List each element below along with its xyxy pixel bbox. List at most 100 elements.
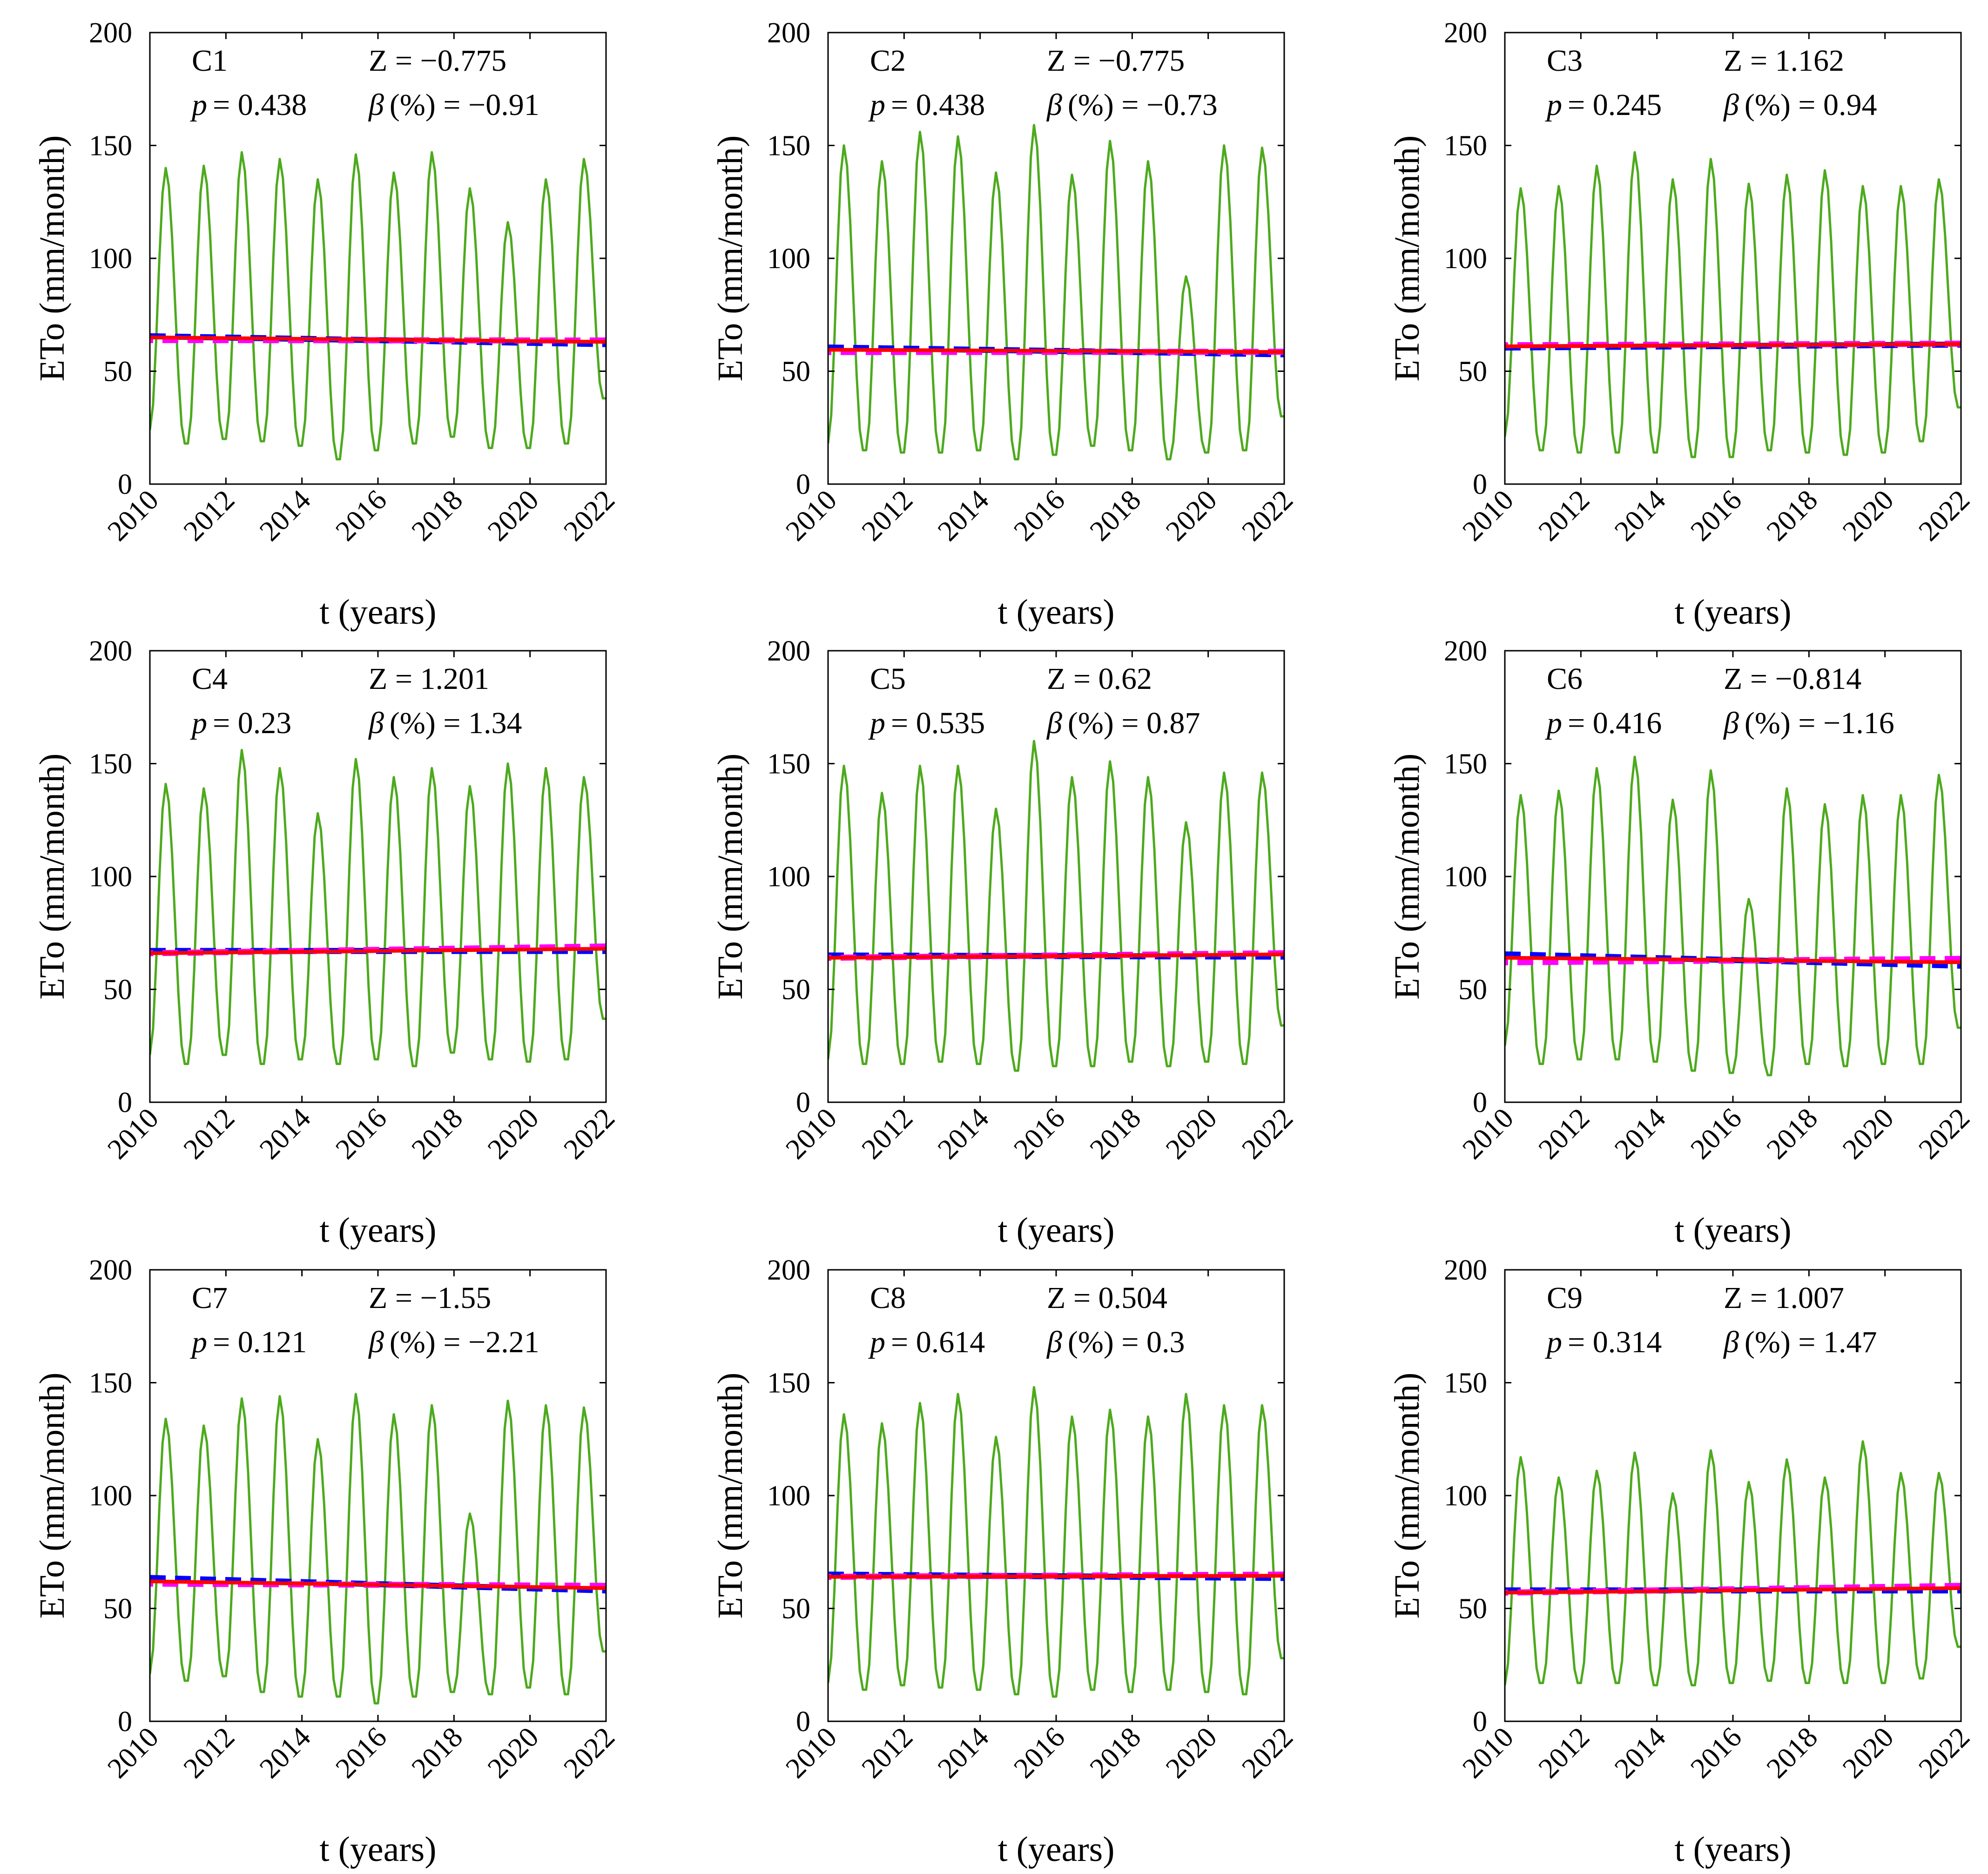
x-axis-label: t (years) <box>319 1211 436 1250</box>
y-tick-label: 150 <box>89 130 132 162</box>
y-tick-label: 50 <box>782 356 810 388</box>
x-tick-label: 2016 <box>1685 1102 1748 1166</box>
x-tick-label: 2020 <box>1837 1102 1900 1166</box>
y-tick-label: 200 <box>767 1254 810 1286</box>
y-tick-label: 200 <box>89 635 132 667</box>
series-group <box>1505 755 1961 1077</box>
y-tick-label: 150 <box>767 748 810 780</box>
y-tick-label: 150 <box>89 1368 132 1399</box>
y-tick-label: 50 <box>103 974 132 1006</box>
y-tick-label: 100 <box>767 861 810 893</box>
x-tick-label: 2012 <box>177 484 241 547</box>
series-group <box>150 151 606 461</box>
x-tick-label: 2016 <box>330 1721 393 1785</box>
trend-line <box>828 348 1284 354</box>
x-tick-label: 2018 <box>1084 1721 1147 1785</box>
chart-panel-c8: 0 50 100 150 200 2010 2012 2014 2016 2018 2020 2022… <box>711 1254 1299 1869</box>
beta-value: β (%) = −2.21 <box>368 1325 539 1359</box>
y-tick-label: 150 <box>1444 748 1487 780</box>
x-tick-label: 2020 <box>1837 484 1900 547</box>
z-statistic: Z = 0.62 <box>1047 662 1152 696</box>
x-tick-label: 2010 <box>780 1721 843 1785</box>
y-axis-label: ETo (mm/month) <box>711 135 750 382</box>
x-tick-label: 2010 <box>101 484 165 547</box>
z-statistic: Z = 0.504 <box>1047 1281 1167 1315</box>
z-statistic: Z = −0.775 <box>1047 44 1185 78</box>
x-tick-label: 2018 <box>405 1102 469 1166</box>
x-tick-label: 2020 <box>482 484 545 547</box>
x-tick-label: 2010 <box>1456 1721 1520 1785</box>
x-tick-label: 2010 <box>1456 484 1520 547</box>
x-axis-label: t (years) <box>997 1830 1114 1869</box>
y-tick-label: 0 <box>118 1087 132 1119</box>
panel-label: C9 <box>1547 1281 1583 1315</box>
p-value: p = 0.416 <box>1545 706 1662 740</box>
x-tick-label: 2018 <box>1760 1102 1824 1166</box>
beta-value: β (%) = 0.87 <box>1046 706 1200 740</box>
y-tick-label: 100 <box>1444 243 1487 275</box>
y-tick-label: 100 <box>767 1480 810 1512</box>
chart-panel-c3: 0 50 100 150 200 2010 2012 2014 2016 2018 2020 2022… <box>1388 17 1976 632</box>
x-tick-label: 2020 <box>1837 1721 1900 1785</box>
x-tick-label: 2014 <box>1609 1102 1672 1166</box>
y-tick-label: 200 <box>89 1254 132 1286</box>
x-tick-label: 2012 <box>856 1102 919 1166</box>
trend-line <box>1505 1586 1961 1595</box>
p-value: p = 0.614 <box>868 1325 985 1359</box>
x-tick-label: 2014 <box>932 1102 995 1166</box>
trend-line <box>150 1579 606 1590</box>
series-group <box>828 124 1284 461</box>
y-tick-label: 100 <box>767 243 810 275</box>
x-tick-label: 2016 <box>1008 1102 1071 1166</box>
y-tick-label: 150 <box>767 1368 810 1399</box>
x-tick-label: 2014 <box>1609 1721 1672 1785</box>
x-tick-label: 2012 <box>1532 1721 1596 1785</box>
trend-line <box>1505 956 1961 964</box>
series-group <box>1505 1440 1961 1686</box>
y-axis-label: ETo (mm/month) <box>1388 135 1427 382</box>
y-axis-label: ETo (mm/month) <box>33 754 72 1000</box>
trend-line <box>1505 342 1961 349</box>
x-tick-label: 2014 <box>932 484 995 547</box>
y-tick-label: 0 <box>118 469 132 500</box>
y-tick-label: 0 <box>796 1087 810 1119</box>
p-value: p = 0.245 <box>1545 88 1662 122</box>
z-statistic: Z = 1.007 <box>1724 1281 1844 1315</box>
panel-label: C6 <box>1547 662 1583 696</box>
x-tick-label: 2016 <box>330 1102 393 1166</box>
x-axis-label: t (years) <box>319 593 436 632</box>
beta-value: β (%) = 1.34 <box>368 706 522 740</box>
y-tick-label: 150 <box>1444 1368 1487 1399</box>
y-tick-label: 200 <box>767 635 810 667</box>
p-value: p = 0.438 <box>190 88 307 122</box>
x-tick-label: 2018 <box>405 484 469 547</box>
y-tick-label: 50 <box>103 1593 132 1625</box>
x-tick-label: 2018 <box>1084 1102 1147 1166</box>
x-axis-label: t (years) <box>997 593 1114 632</box>
y-tick-label: 50 <box>1458 974 1487 1006</box>
y-tick-label: 100 <box>1444 861 1487 893</box>
y-tick-label: 200 <box>1444 17 1487 49</box>
beta-value: β (%) = 0.3 <box>1046 1325 1185 1359</box>
y-tick-label: 100 <box>89 861 132 893</box>
y-tick-label: 50 <box>1458 1593 1487 1625</box>
panel-label: C4 <box>192 662 228 696</box>
panel-label: C5 <box>870 662 906 696</box>
y-tick-label: 50 <box>1458 356 1487 388</box>
y-tick-label: 0 <box>1473 1706 1487 1738</box>
y-tick-label: 0 <box>796 469 810 500</box>
x-tick-label: 2010 <box>780 484 843 547</box>
trend-line <box>828 1574 1284 1579</box>
beta-value: β (%) = 0.94 <box>1723 88 1877 122</box>
y-tick-label: 200 <box>1444 635 1487 667</box>
eto-series-line <box>150 748 606 1067</box>
beta-value: β (%) = −0.91 <box>368 88 539 122</box>
y-tick-label: 200 <box>1444 1254 1487 1286</box>
x-tick-label: 2010 <box>101 1721 165 1785</box>
series-group <box>150 748 606 1067</box>
x-axis-label: t (years) <box>997 1211 1114 1250</box>
x-tick-label: 2010 <box>1456 1102 1520 1166</box>
eto-series-line <box>828 1386 1284 1698</box>
y-axis-label: ETo (mm/month) <box>1388 1373 1427 1619</box>
x-tick-label: 2018 <box>1760 1721 1824 1785</box>
